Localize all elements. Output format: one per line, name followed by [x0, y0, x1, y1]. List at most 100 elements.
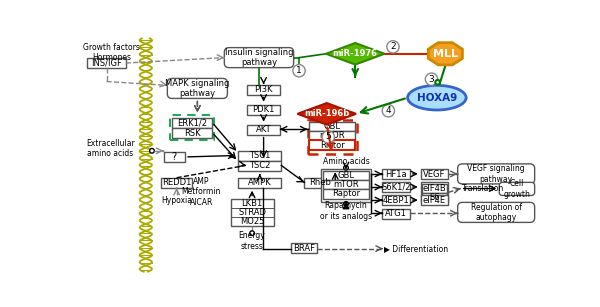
- Text: Regulation of
autophagy: Regulation of autophagy: [470, 203, 521, 222]
- Text: VEGF signaling
pathway: VEGF signaling pathway: [467, 164, 525, 184]
- FancyBboxPatch shape: [247, 85, 280, 95]
- Circle shape: [322, 131, 334, 143]
- Text: LKB1: LKB1: [241, 199, 263, 208]
- FancyBboxPatch shape: [309, 122, 355, 131]
- FancyBboxPatch shape: [309, 140, 355, 150]
- FancyBboxPatch shape: [247, 105, 280, 115]
- Text: 2: 2: [390, 42, 396, 51]
- Text: BRAF: BRAF: [293, 244, 314, 253]
- Circle shape: [382, 105, 395, 117]
- FancyBboxPatch shape: [382, 196, 410, 205]
- Text: S6K1/2: S6K1/2: [382, 183, 411, 192]
- FancyBboxPatch shape: [172, 128, 212, 138]
- FancyBboxPatch shape: [499, 182, 535, 196]
- Text: miR-196b: miR-196b: [304, 109, 349, 118]
- Circle shape: [250, 231, 254, 235]
- FancyBboxPatch shape: [323, 180, 369, 189]
- Text: miR-1976: miR-1976: [333, 49, 378, 58]
- Circle shape: [149, 149, 154, 153]
- FancyBboxPatch shape: [382, 182, 410, 192]
- Text: PI3K: PI3K: [254, 85, 273, 94]
- FancyBboxPatch shape: [322, 169, 371, 202]
- Circle shape: [425, 73, 437, 85]
- FancyBboxPatch shape: [161, 178, 192, 188]
- FancyBboxPatch shape: [421, 196, 448, 205]
- Text: INS/IGF: INS/IGF: [91, 59, 122, 68]
- FancyBboxPatch shape: [458, 202, 535, 222]
- Polygon shape: [428, 43, 463, 65]
- Circle shape: [344, 165, 349, 170]
- Text: Raptor: Raptor: [332, 189, 360, 198]
- FancyBboxPatch shape: [323, 189, 369, 199]
- Text: 4: 4: [386, 106, 391, 115]
- Text: eIF4B: eIF4B: [422, 184, 446, 193]
- FancyBboxPatch shape: [164, 152, 185, 162]
- Text: Translation: Translation: [462, 184, 505, 193]
- FancyBboxPatch shape: [238, 161, 281, 171]
- Text: MLL: MLL: [433, 49, 458, 59]
- FancyBboxPatch shape: [458, 164, 535, 184]
- FancyBboxPatch shape: [323, 171, 369, 180]
- Polygon shape: [298, 103, 356, 125]
- Text: Rheb: Rheb: [309, 178, 331, 187]
- FancyBboxPatch shape: [238, 151, 281, 161]
- FancyBboxPatch shape: [304, 178, 335, 188]
- FancyBboxPatch shape: [247, 125, 280, 135]
- Text: Cell
growth: Cell growth: [503, 179, 530, 199]
- FancyBboxPatch shape: [230, 199, 274, 226]
- Text: PDK1: PDK1: [253, 105, 275, 114]
- Text: Rapamycin
or its analogs: Rapamycin or its analogs: [320, 201, 372, 220]
- Text: Growth factors
Hormones: Growth factors Hormones: [83, 43, 140, 62]
- FancyBboxPatch shape: [87, 58, 126, 68]
- FancyBboxPatch shape: [308, 120, 357, 154]
- FancyBboxPatch shape: [170, 115, 214, 140]
- Text: HF1a: HF1a: [385, 170, 407, 179]
- Text: MAPK signaling
pathway: MAPK signaling pathway: [165, 79, 230, 98]
- FancyBboxPatch shape: [382, 169, 410, 179]
- Circle shape: [436, 80, 440, 85]
- Text: Amino acids: Amino acids: [323, 157, 370, 166]
- Text: REDD1: REDD1: [162, 178, 191, 187]
- Circle shape: [387, 41, 399, 53]
- Text: STRAD: STRAD: [238, 208, 266, 217]
- Text: Rictor: Rictor: [320, 141, 344, 150]
- Text: mTOR: mTOR: [333, 180, 359, 189]
- Text: 5: 5: [325, 132, 331, 142]
- Circle shape: [344, 202, 349, 206]
- FancyBboxPatch shape: [422, 184, 447, 193]
- Text: ERK1/2: ERK1/2: [177, 118, 207, 127]
- Text: TSC1: TSC1: [249, 151, 271, 160]
- Polygon shape: [326, 43, 385, 64]
- Text: MO25: MO25: [240, 217, 264, 226]
- Text: 4EBP1: 4EBP1: [383, 196, 409, 205]
- Text: TSC2: TSC2: [249, 161, 271, 170]
- Circle shape: [293, 64, 305, 77]
- Text: 3: 3: [428, 75, 434, 84]
- FancyBboxPatch shape: [309, 131, 355, 140]
- Text: Insulin signaling
pathway: Insulin signaling pathway: [225, 48, 293, 67]
- Text: Energy
stress: Energy stress: [239, 231, 265, 251]
- FancyBboxPatch shape: [422, 193, 447, 202]
- Text: HOXA9: HOXA9: [417, 93, 457, 103]
- Text: S6: S6: [429, 193, 440, 202]
- FancyBboxPatch shape: [238, 178, 281, 188]
- Ellipse shape: [407, 85, 466, 110]
- Text: GBL: GBL: [337, 171, 355, 180]
- FancyBboxPatch shape: [172, 118, 212, 128]
- Text: VEGF: VEGF: [424, 170, 446, 179]
- Text: eIF4E: eIF4E: [423, 196, 446, 205]
- Text: RSK: RSK: [184, 129, 200, 138]
- Text: ?: ?: [172, 152, 177, 162]
- FancyBboxPatch shape: [421, 182, 448, 202]
- Text: Hypoxia: Hypoxia: [161, 196, 192, 205]
- FancyBboxPatch shape: [290, 243, 317, 253]
- Text: AKT: AKT: [256, 125, 271, 134]
- Text: AMPK: AMPK: [248, 178, 272, 187]
- FancyBboxPatch shape: [167, 78, 227, 99]
- Text: AMP
Metformin
AICAR: AMP Metformin AICAR: [182, 177, 221, 207]
- Text: ▶ Differentiation: ▶ Differentiation: [385, 244, 449, 253]
- FancyBboxPatch shape: [224, 48, 293, 68]
- Text: ATG1: ATG1: [385, 209, 407, 218]
- Text: Extracellular
amino acids: Extracellular amino acids: [86, 139, 135, 158]
- Text: 1: 1: [296, 66, 302, 75]
